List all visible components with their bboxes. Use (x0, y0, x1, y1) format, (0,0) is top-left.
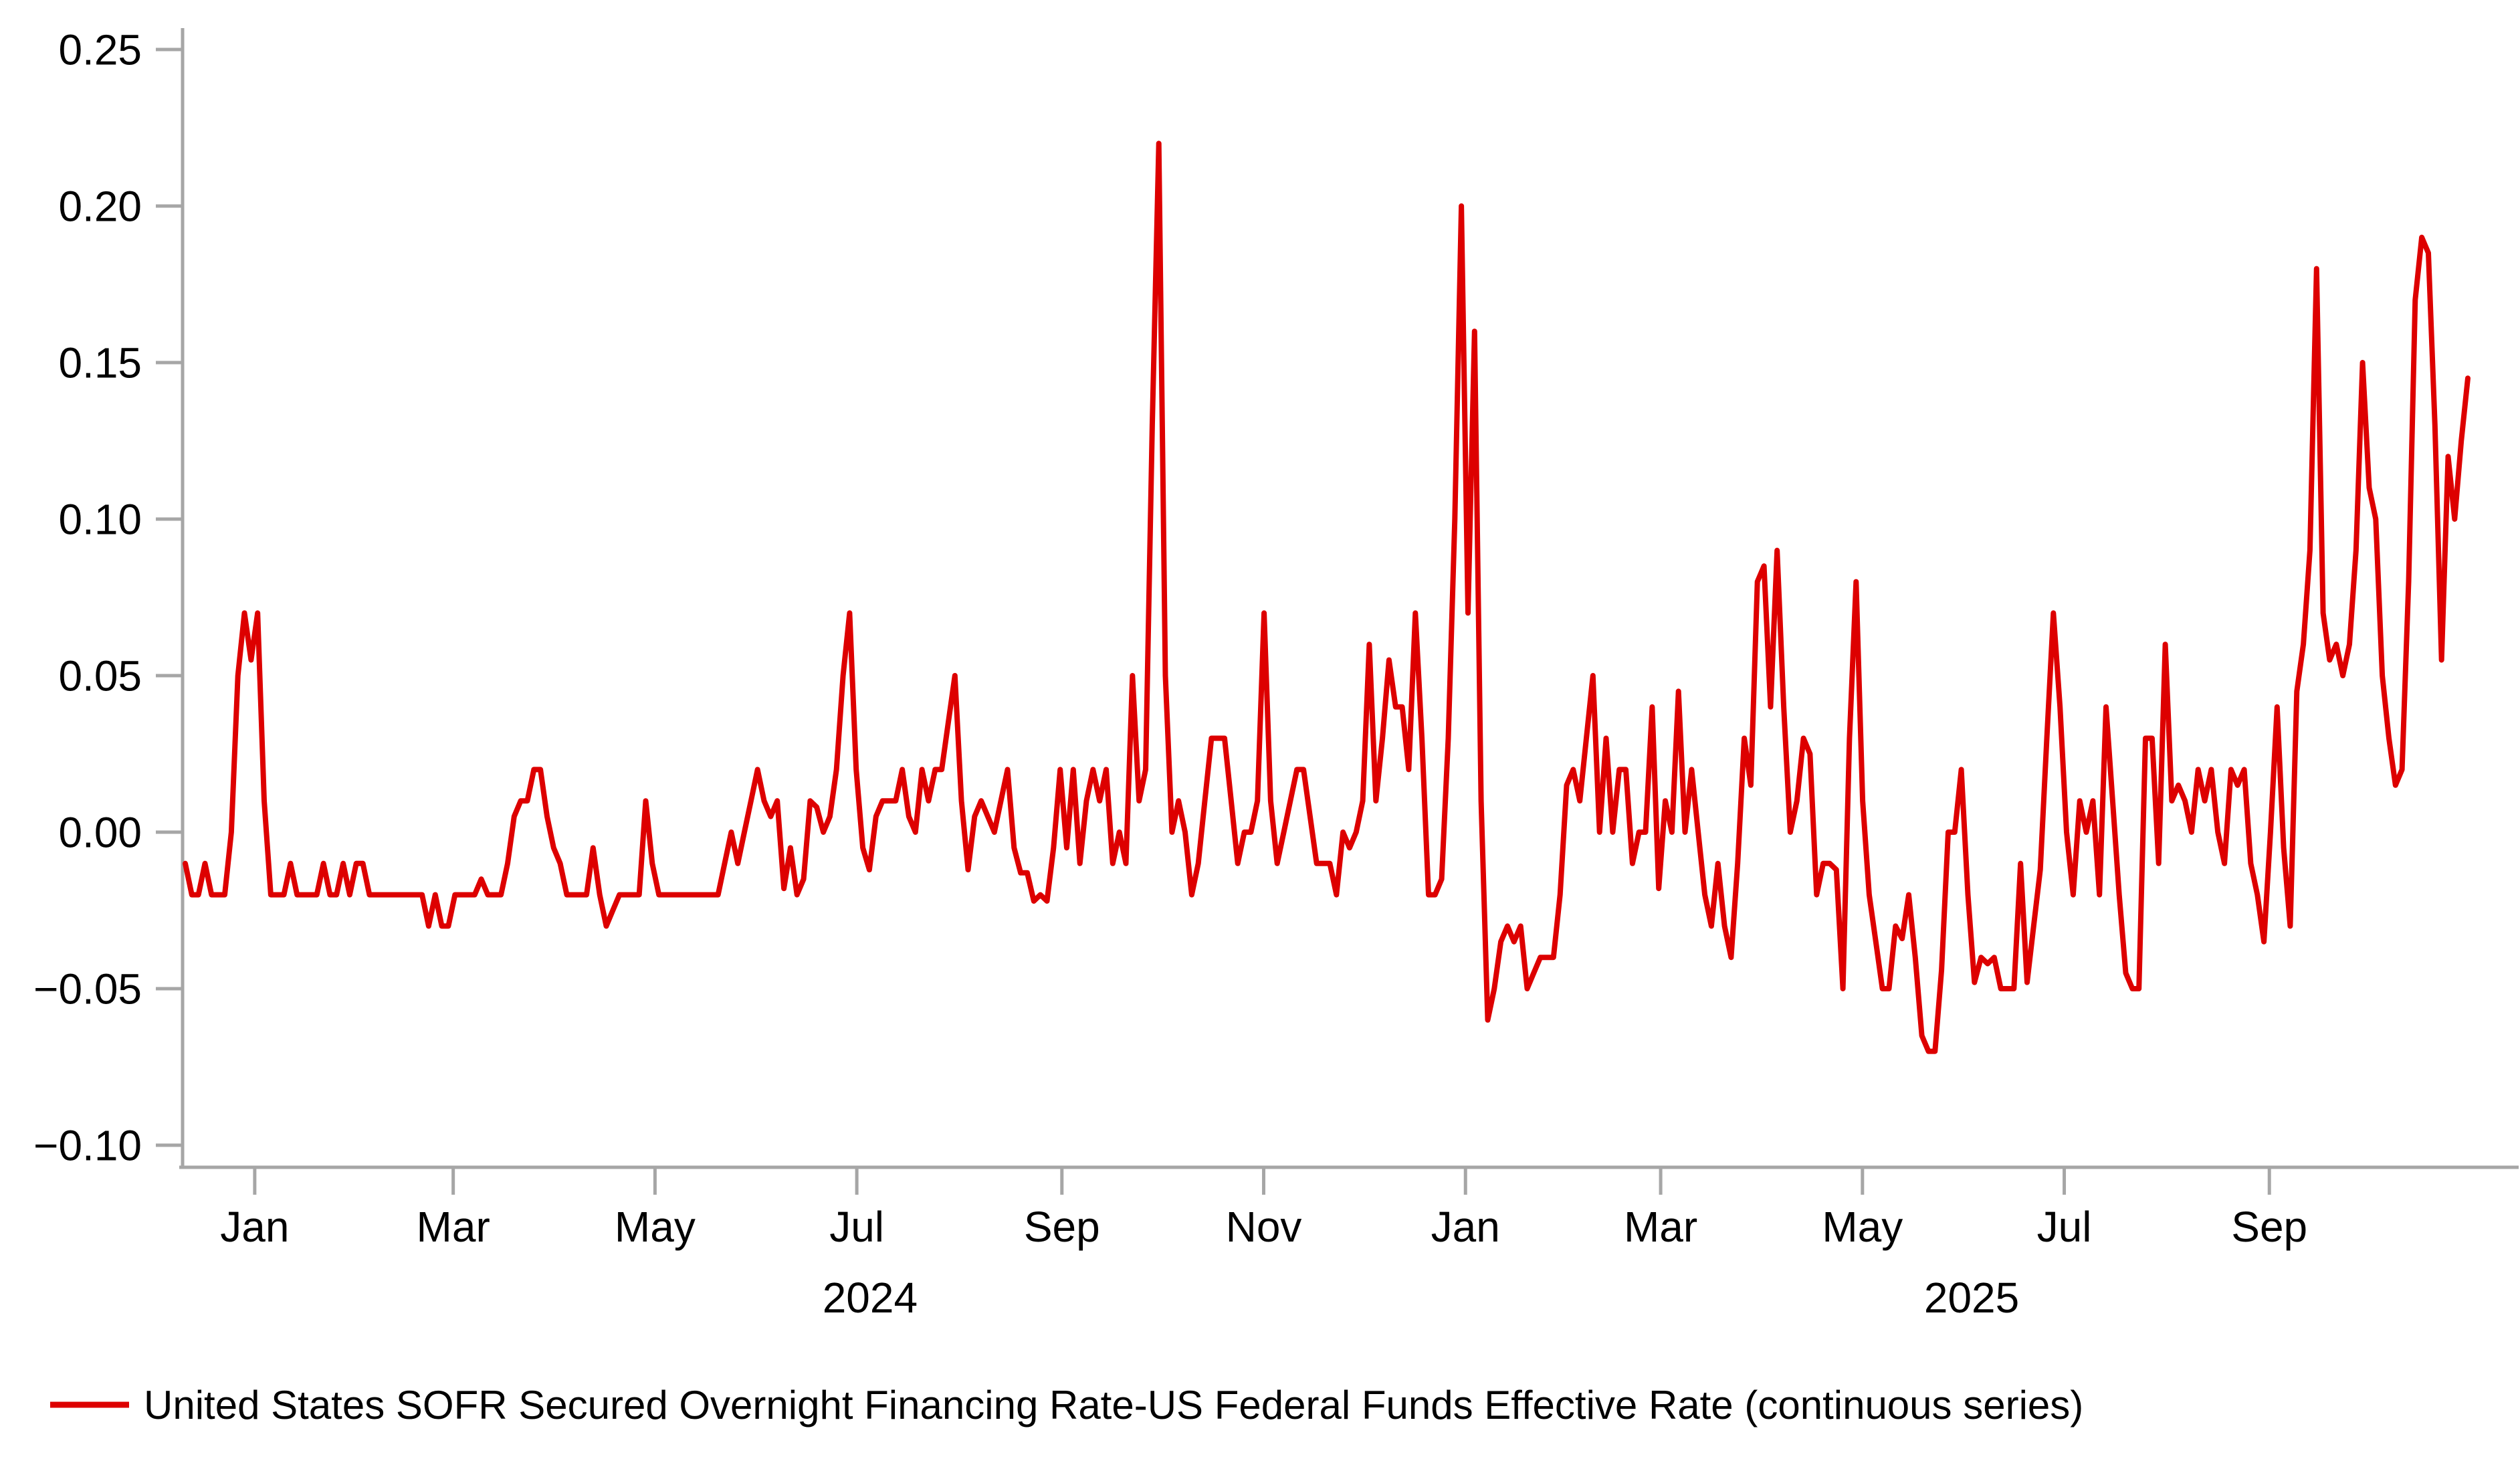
y-tick-label: 0.05 (58, 652, 142, 700)
x-year-label: 2025 (1924, 1274, 2019, 1322)
x-tick-label: Sep (1024, 1203, 1100, 1251)
x-year-label: 2024 (823, 1274, 918, 1322)
x-tick-label: Jul (829, 1203, 884, 1251)
x-tick-label: May (615, 1203, 696, 1251)
y-tick-label: 0.20 (58, 182, 142, 230)
y-tick-label: −0.10 (33, 1121, 142, 1169)
x-tick-label: May (1822, 1203, 1903, 1251)
y-tick-label: 0.00 (58, 808, 142, 856)
x-tick-label: Jul (2037, 1203, 2092, 1251)
y-tick-label: 0.15 (58, 338, 142, 387)
x-tick-label: Jan (1431, 1203, 1500, 1251)
y-tick-label: 0.10 (58, 495, 142, 543)
x-tick-label: Jan (220, 1203, 289, 1251)
y-tick-label: −0.05 (33, 965, 142, 1013)
legend-label: United States SOFR Secured Overnight Fin… (144, 1383, 2083, 1428)
spread-series-line (183, 140, 2471, 1054)
x-tick-label: Mar (417, 1203, 490, 1251)
x-tick-label: Nov (1226, 1203, 1302, 1251)
x-tick-label: Sep (2231, 1203, 2307, 1251)
x-tick-label: Mar (1624, 1203, 1697, 1251)
y-tick-label: 0.25 (58, 25, 142, 74)
